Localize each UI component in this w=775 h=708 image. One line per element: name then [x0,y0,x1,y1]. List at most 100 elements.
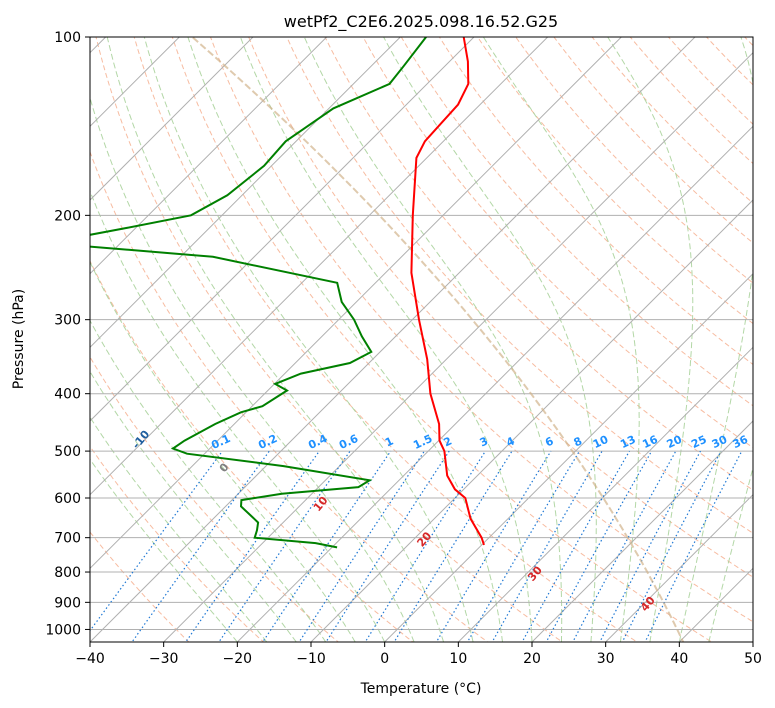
dry-adiabat [171,37,713,642]
dry-adiabat [324,37,753,491]
dry-adiabat [90,531,190,642]
isotherm-line [752,641,753,642]
x-axis-ticks: −40 −30 −20 −10 0 10 20 30 40 50 [75,642,762,667]
mixing-ratio-line [435,450,552,642]
dry-adiabat [667,37,753,125]
mixing-ratio-label: 13 [618,433,637,451]
plot-frame [89,36,754,643]
moist-adiabat-lines [90,37,753,642]
mixing-ratio-line [131,450,270,642]
dry-adiabat [90,259,414,642]
isotherm-line [678,567,753,642]
mixing-ratio-line [262,450,392,642]
moist-adiabat [90,370,297,642]
x-tick-label: 40 [670,651,688,667]
x-tick-label: 30 [597,651,615,667]
y-tick-label: 800 [54,565,81,581]
dry-adiabat [133,37,638,642]
moist-adiabat [239,37,533,642]
isotherm-line [163,51,753,642]
mixing-ratio-line [572,450,677,642]
dry-adiabat [770,24,775,654]
moist-adiabat [90,458,238,642]
mixing-ratio-label: 10 [591,433,611,451]
dry-adiabat [90,356,340,642]
mixing-ratio-line [599,450,702,642]
y-tick-label: 900 [54,595,81,611]
plot-area: -100-90-80-70-60-50-40-30-20-10010203040… [90,24,775,654]
mixing-ratio-label: 8 [572,434,584,449]
dry-adiabat [90,150,489,642]
dry-adiabat [744,37,753,47]
x-tick-label: 20 [523,651,541,667]
x-tick-label: 50 [744,651,762,667]
dry-adiabat-label: 30 [525,563,545,583]
y-tick-label: 1000 [45,622,81,638]
mixing-ratio-line [545,450,653,642]
moist-adiabat [143,37,474,642]
line-labels: -100-90-80-70-60-50-40-30-20-10010203040… [130,428,751,614]
dry-adiabat-label: 10 [311,494,331,514]
mixing-ratio-line [393,450,513,642]
isotherm-line [384,272,753,642]
moist-adiabat [607,37,694,642]
moist-adiabat [90,416,268,642]
y-tick-label: 700 [54,531,81,547]
moist-adiabat [106,37,445,642]
moist-adiabat [303,37,563,642]
dry-adiabat-label: -10 [130,428,153,452]
dcape-curve [191,37,685,642]
x-tick-label: −20 [223,651,253,667]
mixing-ratio-label: 36 [731,433,751,451]
dewpoint-profile [90,37,427,549]
x-tick-label: −40 [75,651,105,667]
dry-adiabat-lines [90,24,775,654]
x-tick-label: −10 [296,651,326,667]
mixing-ratio-line [621,450,722,642]
dry-adiabat [705,37,753,86]
x-tick-label: −30 [149,651,179,667]
y-axis-label: Pressure (hPa) [11,289,27,389]
temperature-profile [410,37,485,546]
isotherm-line [236,125,753,642]
dry-adiabat [248,37,753,578]
mixing-ratio-line [466,450,580,642]
isotherm-line [90,37,401,349]
mixing-ratio-line [218,450,351,642]
moist-adiabat [187,37,503,642]
dry-adiabat-label: 20 [415,529,435,549]
isotherm-line [90,37,254,201]
chart-title: wetPf2_C2E6.2025.098.16.52.G25 [284,12,558,32]
mixing-ratio-line [644,450,743,642]
x-tick-label: 0 [380,651,389,667]
isotherm-line [531,420,753,642]
y-tick-label: 500 [54,444,81,460]
dry-adiabat [209,37,753,623]
dry-adiabat [438,37,753,366]
dry-adiabat [400,37,753,407]
y-tick-label: 300 [54,313,81,329]
mixing-ratio-label: 6 [543,434,556,449]
mixing-ratio-label: 1 [383,434,395,449]
mixing-ratio-label: 0.1 [209,432,232,452]
isotherm-line [457,346,753,642]
mixing-ratio-label: 25 [689,433,708,451]
dry-adiabat [90,445,265,642]
dry-adiabat [591,37,753,204]
y-tick-label: 100 [54,30,81,46]
moist-adiabat [482,37,640,642]
dry-adiabat [286,37,753,534]
mixing-ratio-line [364,450,486,642]
moist-adiabat [678,37,753,642]
moist-adiabat [90,260,356,642]
isotherm-line [90,37,475,422]
mixing-ratio-label: 20 [665,433,685,451]
isotherm-line [605,493,753,642]
mixing-ratio-label: 3 [478,434,490,449]
y-tick-label: 400 [54,387,81,403]
x-axis-label: Temperature (°C) [360,681,482,697]
dry-adiabat [362,37,753,449]
mixing-ratio-label: 0.4 [306,432,329,452]
isotherm-line [310,199,753,642]
